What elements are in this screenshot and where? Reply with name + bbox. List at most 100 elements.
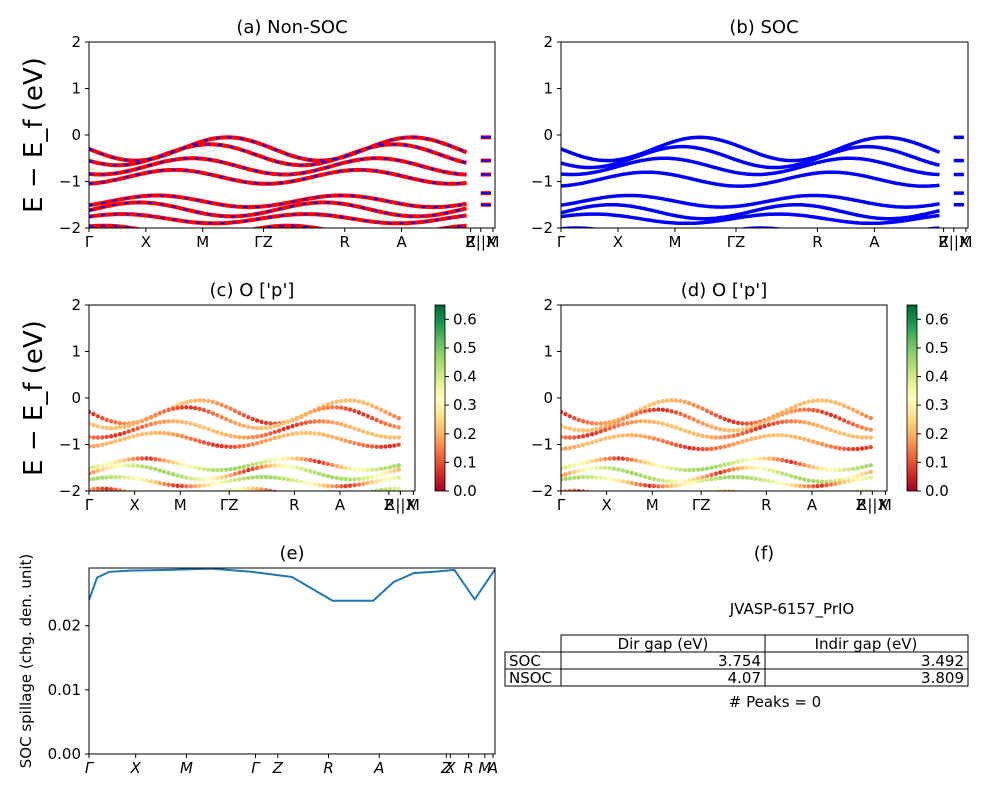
scatter-point: [334, 405, 339, 410]
scatter-point: [396, 467, 401, 472]
scatter-point: [744, 438, 749, 443]
scatter-point: [709, 410, 714, 416]
scatter-point: [594, 430, 599, 436]
scatter-point: [126, 429, 131, 434]
scatter-point: [131, 427, 136, 433]
scatter-point: [585, 433, 590, 438]
scatter-point: [263, 425, 269, 431]
scatter-point: [148, 431, 154, 436]
scatter-point: [704, 474, 710, 479]
scatter-point: [285, 419, 291, 424]
xtick-label: M: [646, 496, 659, 514]
scatter-point: [153, 480, 158, 485]
scatter-point: [268, 437, 273, 442]
scatter-point: [815, 398, 820, 403]
scatter-point: [656, 477, 661, 483]
scatter-point: [660, 438, 665, 444]
scatter-point: [678, 467, 683, 472]
scatter-point: [718, 475, 723, 481]
scatter-point: [206, 398, 211, 404]
xtick-label: Z: [856, 496, 866, 514]
scatter-point: [828, 467, 834, 472]
scatter-point: [580, 428, 586, 433]
scatter-point: [766, 433, 772, 438]
scatter-point: [228, 418, 233, 424]
scatter-point: [572, 427, 577, 432]
scatter-point: [122, 436, 127, 441]
scatter-point: [259, 439, 264, 445]
scatter-point: [669, 441, 674, 446]
scatter-point: [126, 423, 131, 428]
xtick-label: A: [373, 759, 384, 777]
scatter-point: [607, 426, 612, 431]
scatter-point: [188, 476, 193, 481]
scatter-point: [188, 436, 193, 441]
scatter-point: [846, 446, 851, 452]
ytick-label: −2: [59, 482, 81, 500]
scatter-point: [166, 419, 171, 424]
scatter-point: [321, 460, 326, 466]
scatter-point: [299, 456, 304, 462]
scatter-point: [206, 427, 211, 432]
scatter-point: [339, 484, 344, 489]
scatter-point: [784, 433, 789, 438]
scatter-point: [828, 479, 834, 484]
scatter-point: [347, 398, 353, 403]
scatter-point: [713, 446, 719, 451]
scatter-point: [665, 484, 670, 489]
xtick-label: R||X: [857, 496, 888, 514]
scatter-point: [144, 478, 149, 483]
scatter-point: [237, 444, 242, 449]
scatter-point: [656, 437, 661, 442]
scatter-point: [682, 467, 688, 473]
scatter-point: [824, 411, 829, 416]
scatter-point: [290, 417, 295, 422]
scatter-point: [343, 398, 348, 403]
scatter-point: [250, 435, 255, 440]
scatter-point: [135, 426, 140, 431]
scatter-point: [780, 419, 785, 425]
scatter-point: [811, 484, 816, 489]
scatter-point: [611, 420, 617, 426]
scatter-point: [139, 477, 145, 482]
panel-b-bands: [561, 135, 964, 228]
scatter-point: [254, 434, 260, 439]
scatter-point: [356, 467, 362, 472]
scatter-point: [705, 489, 709, 491]
scatter-point: [780, 471, 785, 476]
scatter-point: [299, 421, 304, 426]
scatter-point: [726, 428, 732, 433]
scatter-point: [561, 446, 564, 452]
scatter-point: [594, 465, 599, 471]
scatter-point: [378, 434, 384, 439]
scatter-point: [108, 465, 114, 470]
scatter-point: [815, 479, 820, 484]
scatter-point: [131, 463, 136, 468]
scatter-point: [299, 413, 304, 419]
scatter-point: [651, 419, 657, 425]
scatter-point: [704, 466, 710, 471]
scatter-point: [837, 446, 842, 451]
scatter-point: [837, 480, 842, 486]
scatter-point: [842, 467, 847, 473]
scatter-point: [651, 483, 657, 489]
scatter-point: [153, 421, 158, 426]
scatter-point: [567, 488, 572, 491]
scatter-point: [139, 456, 145, 461]
scatter-point: [665, 479, 670, 484]
colorbar-label: 0.0: [453, 482, 477, 500]
scatter-point: [162, 419, 167, 424]
scatter-point: [316, 431, 322, 437]
scatter-point: [91, 486, 96, 491]
scatter-point: [797, 407, 803, 413]
scatter-point: [762, 424, 767, 429]
scatter-point: [603, 427, 608, 433]
scatter-point: [294, 478, 300, 484]
xtick-label: A: [807, 496, 818, 514]
scatter-point: [868, 475, 873, 480]
scatter-point: [100, 425, 105, 430]
scatter-point: [175, 405, 180, 411]
scatter-point: [95, 443, 101, 448]
scatter-point: [219, 480, 224, 485]
